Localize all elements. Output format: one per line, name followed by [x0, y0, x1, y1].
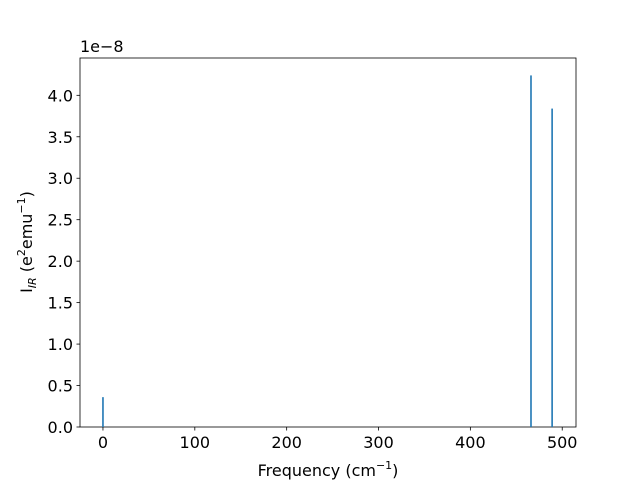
y-tick-label: 1.0 — [48, 335, 73, 354]
x-tick-label: 500 — [547, 433, 578, 452]
y-label-part: ) — [17, 191, 36, 197]
x-tick-label: 200 — [271, 433, 302, 452]
x-tick-label: 100 — [180, 433, 211, 452]
bar — [551, 108, 553, 427]
plot-frame — [79, 57, 577, 428]
y-tick-label: 1.5 — [48, 294, 73, 313]
y-tick-label: 3.5 — [48, 128, 73, 147]
y-label-part: I — [17, 288, 36, 293]
bar — [530, 75, 532, 427]
offset-text: 1e−8 — [80, 37, 124, 56]
x-tick-label: 400 — [455, 433, 486, 452]
y-label-part: emu — [17, 214, 36, 250]
y-tick-label: 2.0 — [48, 252, 73, 271]
y-label-part: (e — [17, 256, 36, 277]
y-tick-label: 0.0 — [48, 418, 73, 437]
y-tick-label: 2.5 — [48, 211, 73, 230]
y-tick-label: 3.0 — [48, 169, 73, 188]
y-label-part: 2 — [15, 249, 28, 256]
x-label-part: ) — [392, 461, 398, 480]
bar — [102, 397, 104, 427]
y-tick-label: 0.5 — [48, 377, 73, 396]
x-tick-label: 0 — [98, 433, 108, 452]
y-axis-label: IIR (e2emu−1) — [15, 191, 39, 293]
x-label-part: −1 — [376, 459, 392, 472]
y-label-part: −1 — [15, 197, 28, 213]
y-tick-label: 4.0 — [48, 86, 73, 105]
x-label-part: Frequency (cm — [258, 461, 376, 480]
y-label-part: IR — [26, 277, 39, 288]
x-tick-label: 300 — [363, 433, 394, 452]
x-axis-label: Frequency (cm−1) — [258, 459, 399, 480]
